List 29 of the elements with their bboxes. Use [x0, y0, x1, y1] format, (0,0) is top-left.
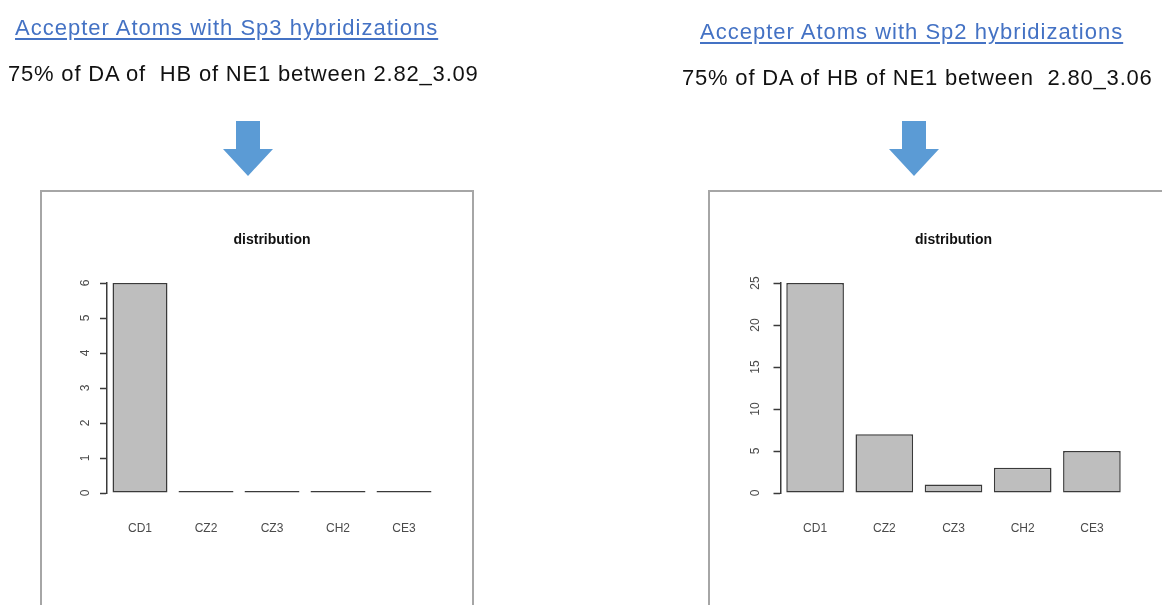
y-tick-label: 0	[77, 489, 92, 497]
y-tick-label: 3	[77, 384, 92, 392]
x-tick-label: CD1	[803, 520, 828, 535]
y-tick-label: 1	[77, 454, 92, 462]
x-tick-label: CD1	[127, 520, 153, 535]
x-tick-label: CH2	[1010, 520, 1036, 535]
y-tick-label: 4	[77, 349, 92, 357]
x-tick-label: CZ3	[260, 520, 284, 535]
chart-subtitle: 75% of DA of HB of NE1 between 2.82_3.09	[8, 61, 479, 87]
y-tick-label: 20	[748, 318, 763, 332]
x-tick-label: CE3	[1080, 520, 1104, 535]
y-tick-label: 10	[748, 402, 763, 416]
chart-subtitle: 75% of DA of HB of NE1 between 2.80_3.06	[682, 65, 1153, 91]
y-tick-label: 5	[748, 447, 763, 455]
text: distribution	[915, 230, 992, 247]
chart-title: Accepter Atoms with Sp2 hybridizations	[700, 19, 1124, 45]
text: distribution	[233, 230, 311, 247]
y-tick-label: 2	[77, 419, 92, 427]
x-tick-label: CH2	[325, 520, 351, 535]
x-tick-label: CE3	[392, 520, 416, 535]
chart-title: Accepter Atoms with Sp3 hybridizations	[15, 15, 439, 41]
x-tick-label: CZ2	[872, 520, 896, 535]
x-tick-label: CZ3	[942, 520, 966, 535]
y-tick-label: 15	[748, 360, 763, 374]
y-tick-label: 25	[748, 276, 763, 290]
x-tick-label: CZ2	[194, 520, 218, 535]
y-tick-label: 6	[77, 279, 92, 287]
y-tick-label: 5	[77, 314, 92, 322]
y-tick-label: 0	[748, 489, 763, 497]
